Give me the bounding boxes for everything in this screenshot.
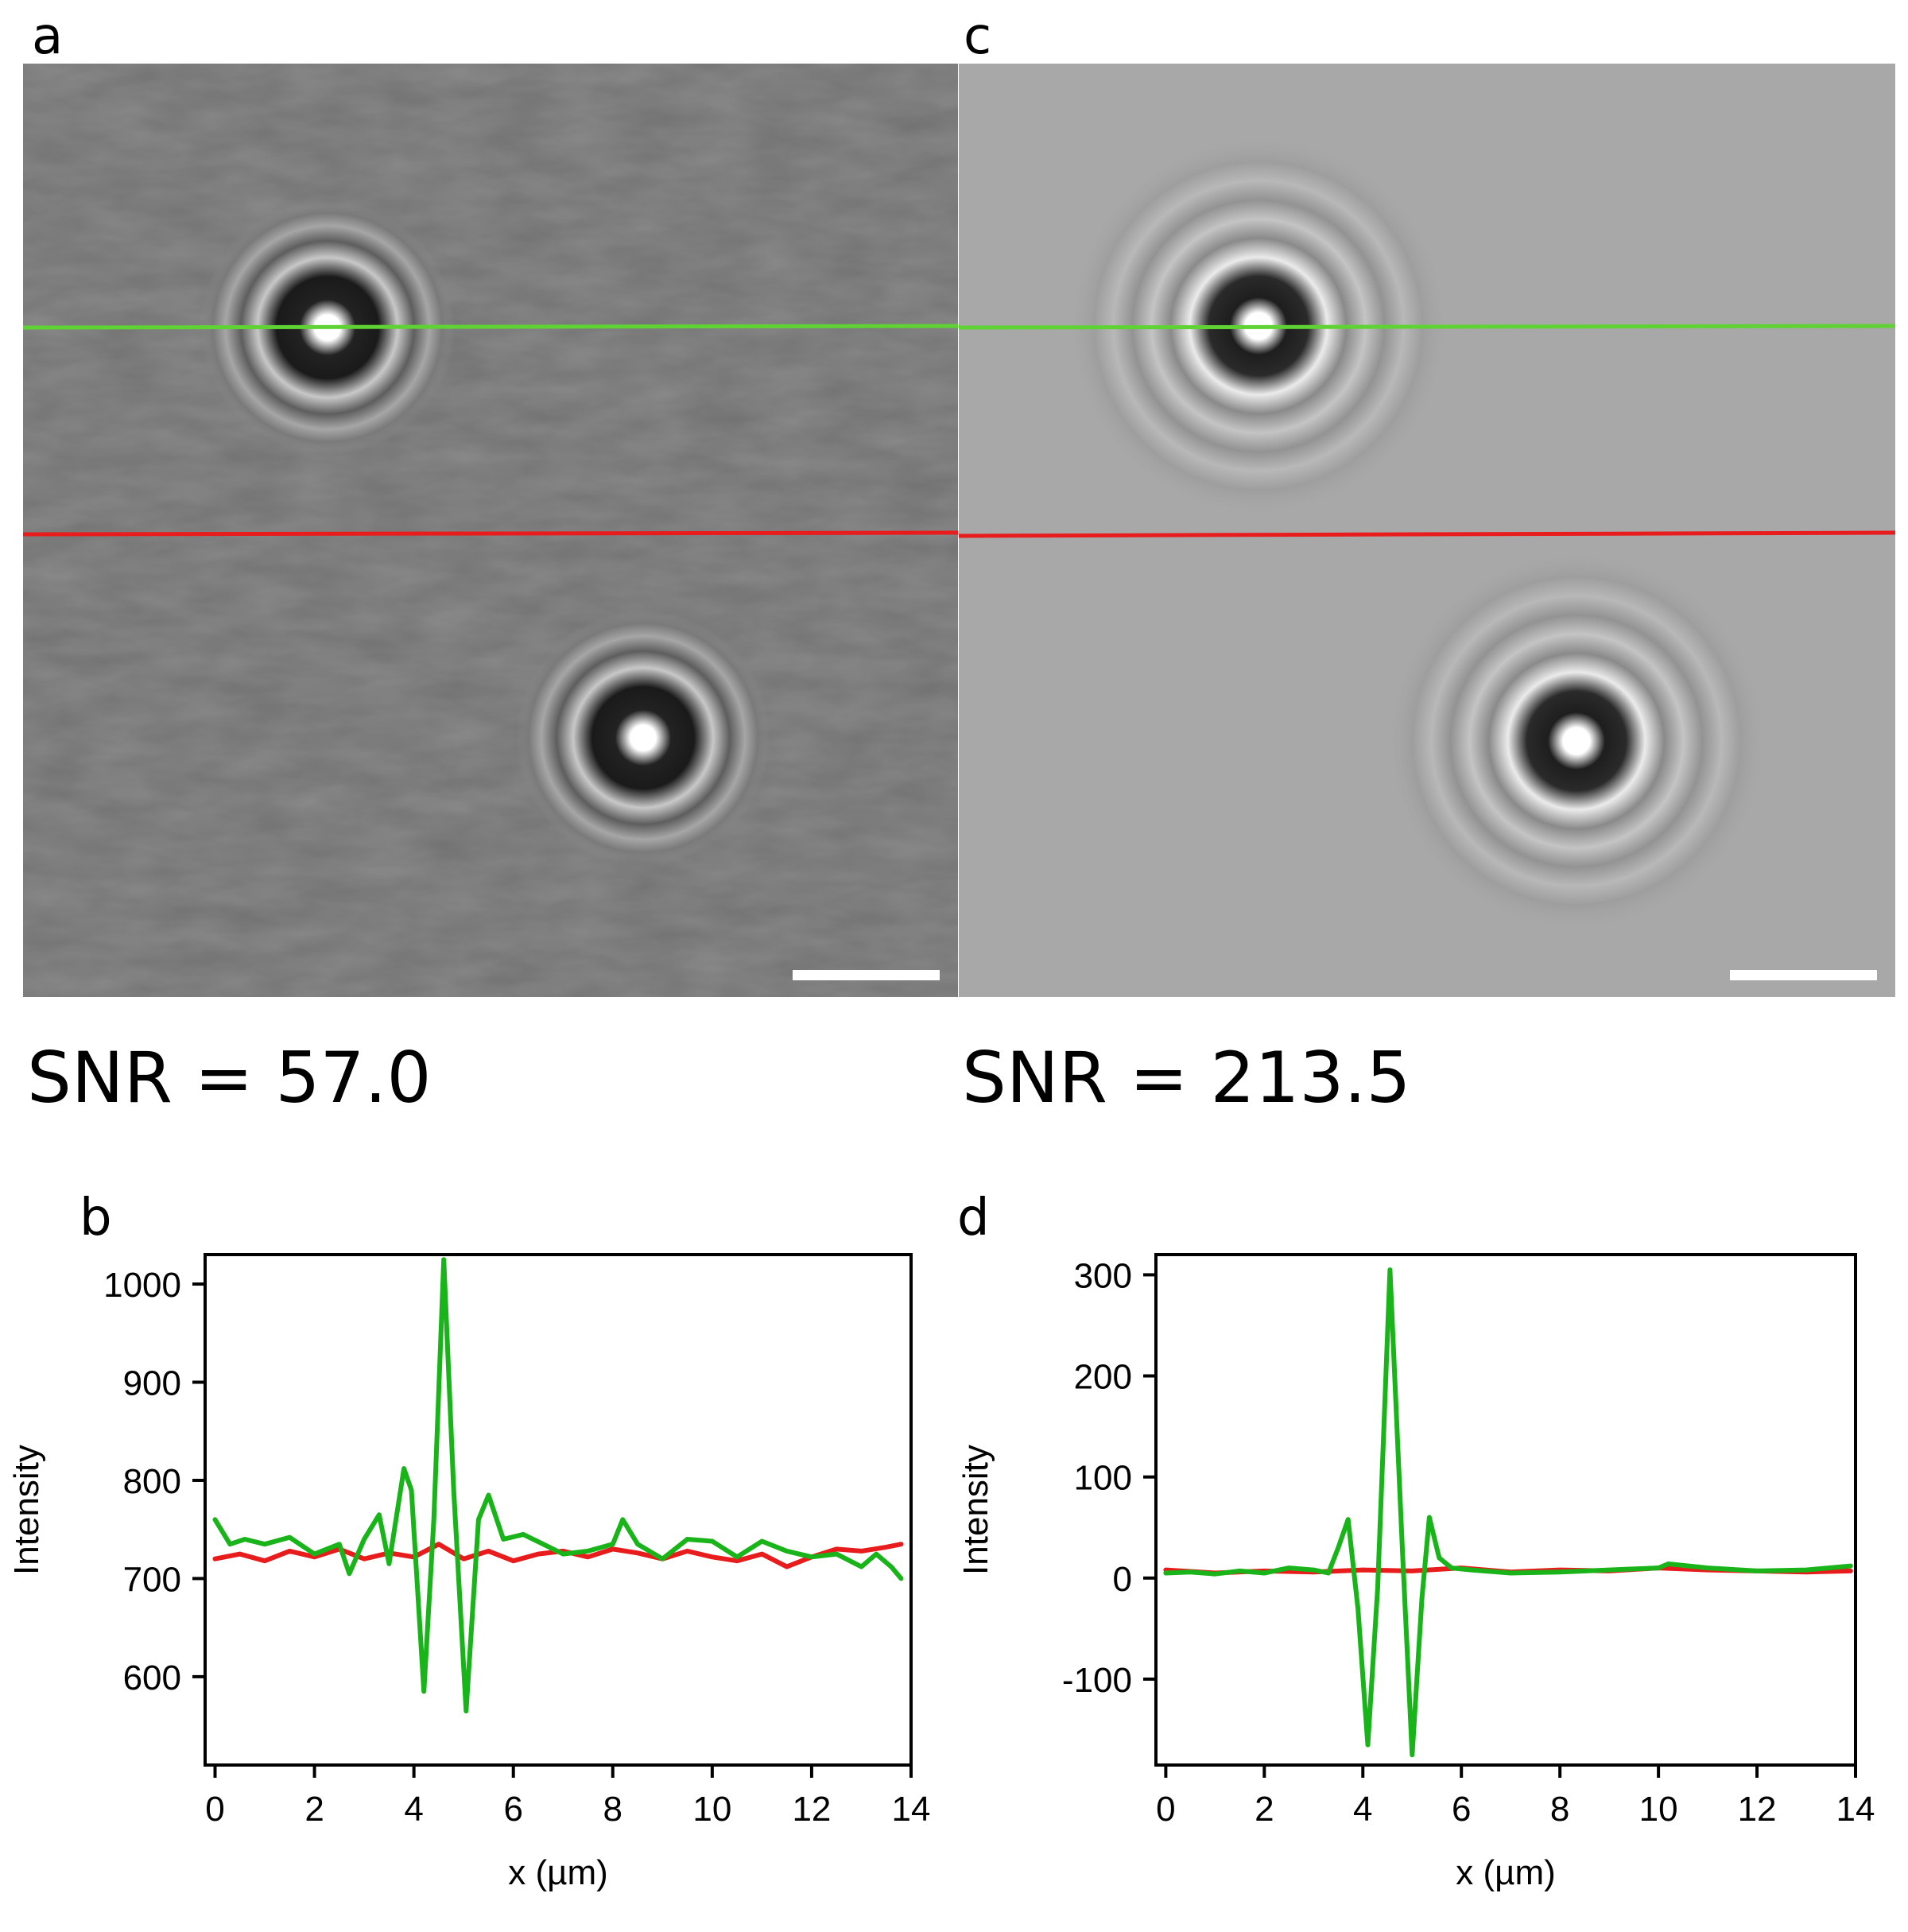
snr-label-a: SNR = 57.0: [27, 1037, 432, 1119]
x-tick-label-d: 14: [1836, 1790, 1875, 1829]
profile-line-red-processed: [959, 530, 1895, 538]
snr-label-c: SNR = 213.5: [962, 1037, 1411, 1119]
y-tick-label-d: 300: [1074, 1256, 1132, 1295]
micrograph-raw: [23, 64, 958, 997]
y-tick-label-b: 900: [123, 1364, 181, 1403]
micrograph-raw-noise: [23, 64, 958, 997]
particle-bottom-raw: [516, 611, 770, 865]
series-green-line-d: [1163, 1267, 1853, 1758]
x-tick-label-b: 12: [792, 1790, 831, 1829]
x-tick-label-b: 0: [205, 1790, 224, 1829]
x-tick-label-b: 6: [503, 1790, 522, 1829]
y-axis-label-b: Intensity: [7, 1445, 46, 1575]
series-green-line-b: [212, 1257, 904, 1714]
profile-line-green-processed: [959, 324, 1895, 330]
y-tick-label-b: 800: [123, 1462, 181, 1501]
x-tick-label-d: 6: [1452, 1790, 1471, 1829]
chart-svg-b: 0 2 4 6 8 10 12 14 600 700 800 900 1000 x (µm) Intensi…: [7, 1253, 931, 1892]
x-tick-label-d: 4: [1353, 1790, 1372, 1829]
micrograph-processed: [959, 64, 1895, 997]
panel-label-a: a: [32, 7, 64, 66]
y-tick-label-b: 600: [123, 1658, 181, 1697]
x-tick-label-b: 2: [304, 1790, 324, 1829]
chart-d: 0 2 4 6 8 10 12 14 -100 0 100 200 300 x (µm) Intensity: [946, 1240, 1908, 1932]
panel-label-b: b: [80, 1189, 112, 1247]
chart-svg-d: 0 2 4 6 8 10 12 14 -100 0 100 200 300 x (µm) Intensity: [956, 1253, 1875, 1892]
scale-bar-processed: [1730, 970, 1877, 980]
y-tick-label-d: 100: [1074, 1459, 1132, 1498]
y-tick-label-d: 200: [1074, 1358, 1132, 1397]
y-tick-label-d: 0: [1113, 1560, 1132, 1599]
chart-b: 0 2 4 6 8 10 12 14 600 700 800 900 1000 x (µm) Intensi…: [0, 1240, 946, 1932]
x-tick-label-d: 0: [1156, 1790, 1175, 1829]
y-tick-label-d: -100: [1062, 1661, 1132, 1700]
plot-frame-b: [204, 1253, 913, 1767]
profile-line-green-raw: [23, 324, 958, 330]
x-tick-label-d: 2: [1255, 1790, 1274, 1829]
y-tick-label-b: 1000: [103, 1266, 181, 1305]
x-tick-label-b: 10: [692, 1790, 731, 1829]
scale-bar-raw: [793, 970, 940, 980]
x-tick-label-d: 12: [1738, 1790, 1777, 1829]
x-tick-label-b: 8: [603, 1790, 622, 1829]
x-tick-label-b: 4: [404, 1790, 423, 1829]
plot-frame-d: [1154, 1253, 1857, 1767]
profile-line-red-raw: [23, 530, 958, 537]
y-tick-label-b: 700: [123, 1560, 181, 1599]
x-tick-label-b: 14: [892, 1790, 931, 1829]
x-tick-label-d: 10: [1639, 1790, 1678, 1829]
panel-label-c: c: [964, 7, 992, 66]
series-red-line-b: [212, 1542, 904, 1569]
x-axis-label-d: x (µm): [1456, 1853, 1556, 1892]
panel-label-d: d: [957, 1189, 990, 1247]
x-tick-label-d: 8: [1550, 1790, 1569, 1829]
particle-bottom-processed: [1386, 550, 1767, 932]
x-axis-label-b: x (µm): [508, 1853, 608, 1892]
y-axis-label-d: Intensity: [956, 1445, 995, 1575]
